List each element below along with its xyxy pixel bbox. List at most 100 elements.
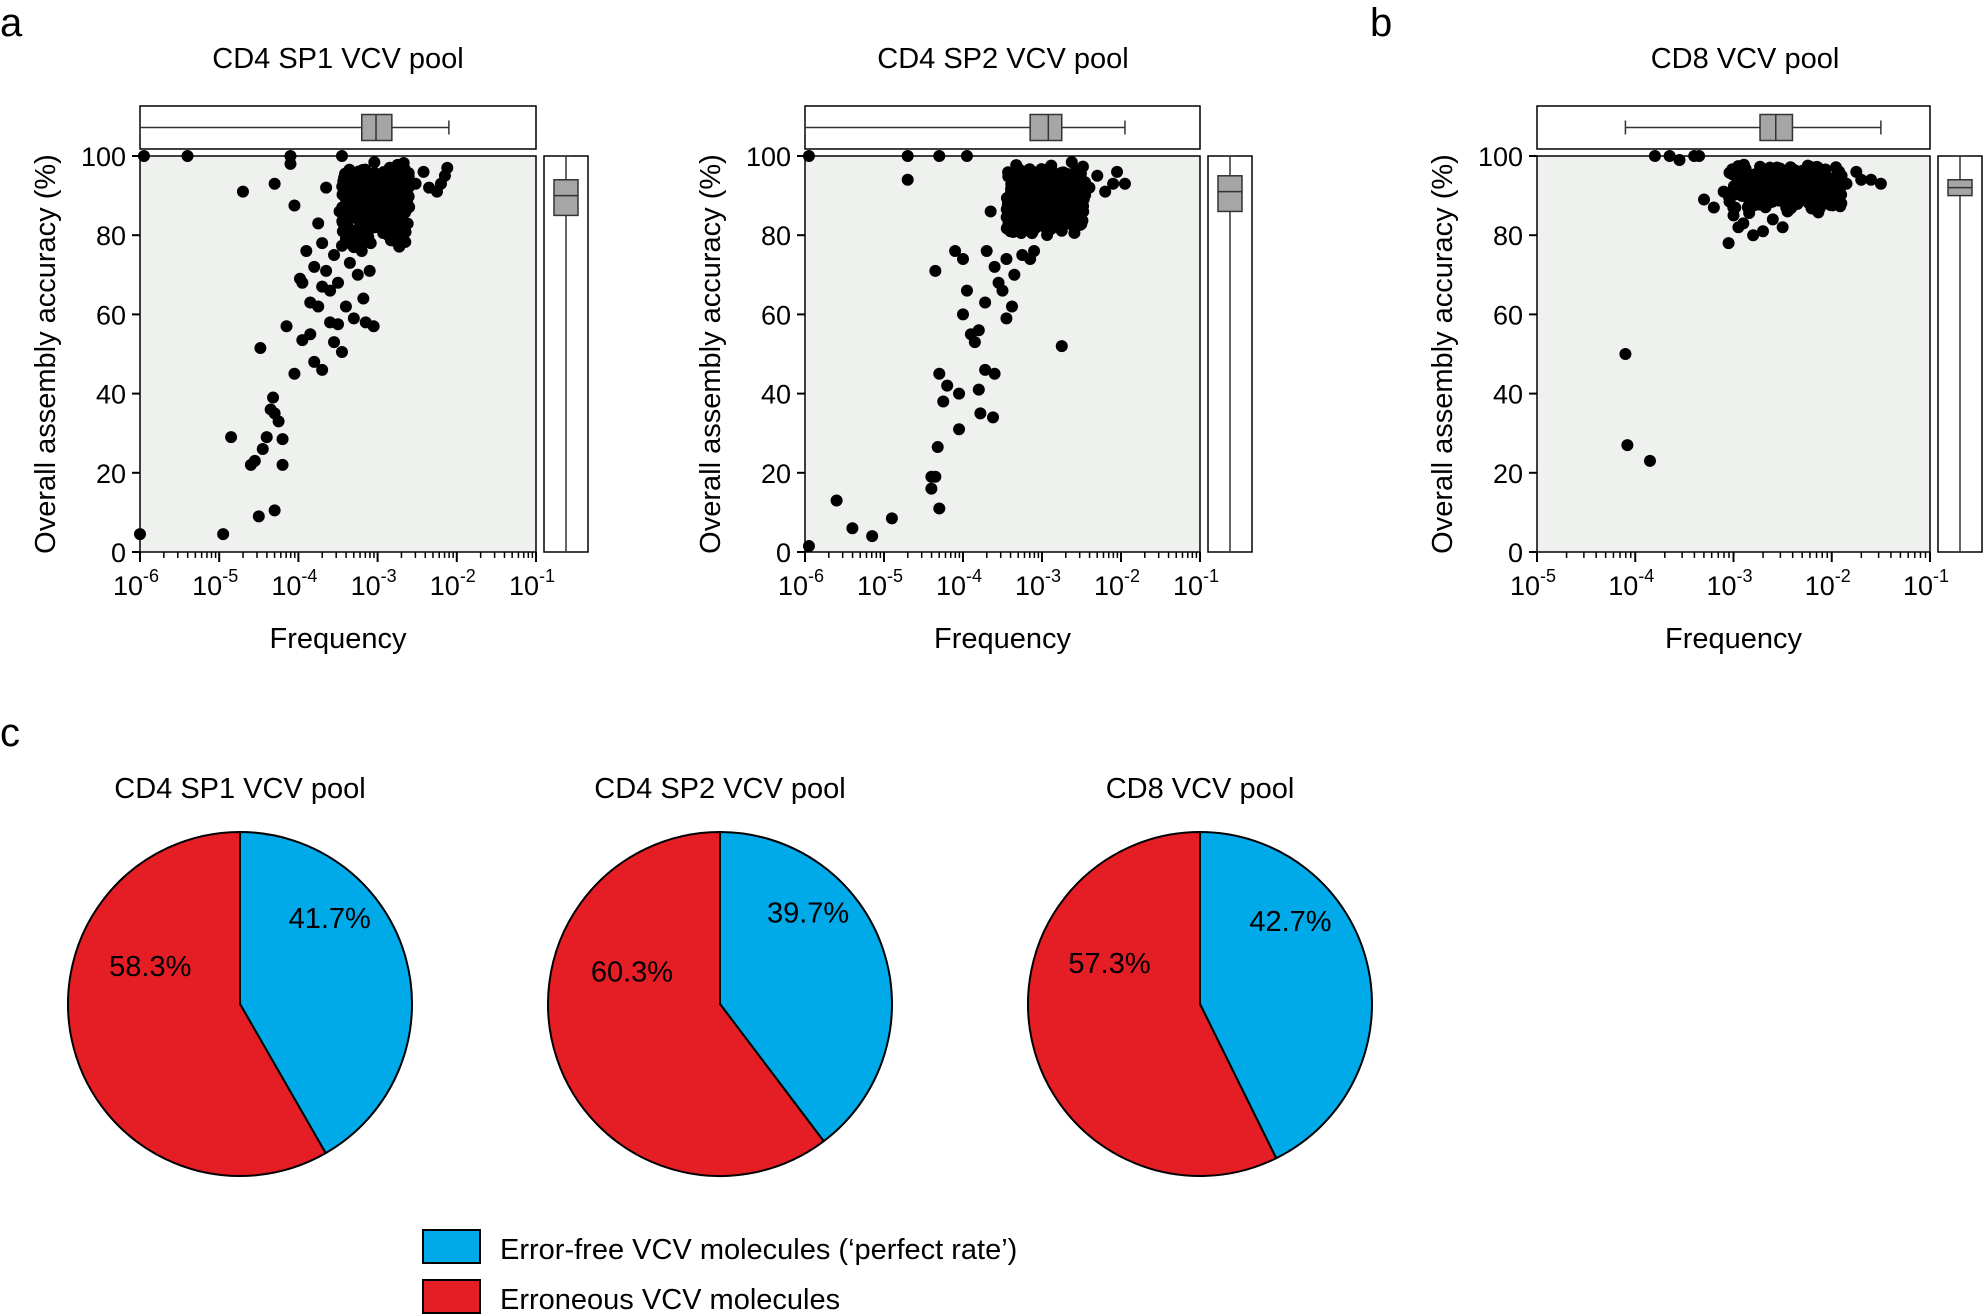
data-point bbox=[398, 163, 411, 176]
data-point bbox=[316, 237, 329, 250]
data-point bbox=[980, 245, 993, 258]
x-tick-label: 10-6 bbox=[778, 566, 824, 601]
data-point bbox=[316, 363, 329, 376]
data-point bbox=[272, 415, 285, 428]
data-point bbox=[1030, 176, 1043, 189]
data-point bbox=[1810, 160, 1823, 173]
data-point bbox=[974, 407, 987, 420]
data-point bbox=[1028, 245, 1041, 258]
pie-slice-error-free bbox=[1199, 830, 1373, 1160]
panel-label-c: c bbox=[0, 711, 20, 755]
data-point bbox=[134, 528, 146, 541]
data-point bbox=[324, 284, 337, 297]
pie-slice-erroneous bbox=[1026, 830, 1278, 1177]
x-tick-exponent: -5 bbox=[1540, 566, 1556, 586]
data-point bbox=[1787, 198, 1800, 211]
legend: Error-free VCV molecules (‘perfect rate’… bbox=[422, 1229, 1017, 1315]
data-point bbox=[304, 328, 317, 341]
x-tick-label: 10-1 bbox=[509, 566, 555, 601]
data-point bbox=[1826, 190, 1839, 203]
data-points bbox=[802, 150, 1131, 553]
x-tick-exponent: -3 bbox=[1045, 566, 1061, 586]
x-tick-base: 10 bbox=[509, 571, 539, 601]
x-tick-base: 10 bbox=[113, 571, 143, 601]
data-point bbox=[1040, 221, 1053, 234]
plot-area bbox=[804, 155, 1201, 553]
data-point bbox=[957, 308, 969, 321]
data-point bbox=[1619, 348, 1632, 360]
data-point bbox=[1754, 160, 1767, 173]
pie-slice-error-free bbox=[719, 830, 893, 1143]
data-point bbox=[953, 387, 966, 400]
data-point bbox=[390, 208, 403, 221]
data-point bbox=[362, 219, 375, 232]
x-tick-label: 10-5 bbox=[857, 566, 903, 601]
panel-label-b: b bbox=[1370, 1, 1392, 45]
data-point bbox=[1747, 229, 1760, 242]
data-point bbox=[276, 433, 289, 446]
data-point bbox=[1065, 156, 1078, 169]
pie-panel-cd8: CD8 VCV pool 42.7% 57.3% bbox=[1026, 773, 1373, 1177]
data-points bbox=[134, 150, 454, 541]
pie-panel-cd4-sp2: CD4 SP2 VCV pool 39.7% 60.3% bbox=[547, 773, 893, 1177]
x-tick-label: 10-4 bbox=[1608, 566, 1654, 601]
data-point bbox=[996, 284, 1009, 297]
data-point bbox=[1033, 199, 1046, 212]
x-tick-exponent: -5 bbox=[887, 566, 903, 586]
data-point bbox=[929, 470, 942, 483]
pie-slice-label: 39.7% bbox=[767, 897, 849, 929]
y-tick-label: 20 bbox=[761, 459, 791, 489]
data-point bbox=[1000, 312, 1013, 325]
data-point bbox=[1643, 454, 1656, 467]
x-axis-label: Frequency bbox=[934, 623, 1072, 655]
right-box-iqr bbox=[553, 179, 579, 217]
data-point bbox=[328, 249, 341, 261]
y-tick-label: 80 bbox=[96, 221, 126, 251]
y-tick-label: 40 bbox=[761, 380, 791, 410]
y-tick-label: 0 bbox=[776, 538, 791, 568]
data-point bbox=[925, 482, 938, 495]
data-point bbox=[1743, 188, 1756, 201]
data-point bbox=[252, 510, 265, 523]
data-point bbox=[343, 256, 356, 269]
data-point bbox=[901, 173, 914, 186]
data-point bbox=[1766, 213, 1779, 226]
x-tick-label: 10-3 bbox=[1015, 566, 1061, 601]
data-point bbox=[1830, 180, 1843, 193]
x-tick-label: 10-3 bbox=[1706, 566, 1752, 601]
x-tick-base: 10 bbox=[936, 571, 966, 601]
y-tick-label: 80 bbox=[761, 221, 791, 251]
pie-title: CD4 SP1 VCV pool bbox=[114, 773, 365, 805]
data-point bbox=[332, 318, 344, 331]
data-point bbox=[284, 157, 297, 170]
y-tick-label: 100 bbox=[746, 142, 791, 172]
data-point bbox=[1693, 150, 1706, 162]
data-point bbox=[1779, 172, 1792, 185]
data-point bbox=[379, 194, 392, 207]
data-point bbox=[248, 454, 261, 467]
data-point bbox=[339, 300, 352, 313]
data-point bbox=[979, 296, 992, 309]
panel-label-a: a bbox=[0, 1, 23, 45]
data-point bbox=[387, 177, 400, 190]
data-point bbox=[1000, 252, 1013, 265]
x-tick-exponent: -6 bbox=[143, 566, 159, 586]
data-point bbox=[987, 411, 1000, 424]
x-tick-label: 10-2 bbox=[1094, 566, 1140, 601]
x-tick-exponent: -2 bbox=[1835, 566, 1851, 586]
data-point bbox=[1107, 177, 1120, 190]
data-point bbox=[1826, 199, 1839, 212]
data-point bbox=[1874, 177, 1887, 190]
data-point bbox=[830, 494, 843, 507]
data-point bbox=[417, 165, 430, 178]
data-point bbox=[312, 300, 325, 313]
data-point bbox=[1070, 197, 1083, 210]
data-point bbox=[351, 268, 364, 281]
data-point bbox=[1737, 217, 1750, 230]
data-point bbox=[181, 150, 194, 162]
data-point bbox=[979, 363, 992, 376]
data-point bbox=[137, 150, 150, 162]
